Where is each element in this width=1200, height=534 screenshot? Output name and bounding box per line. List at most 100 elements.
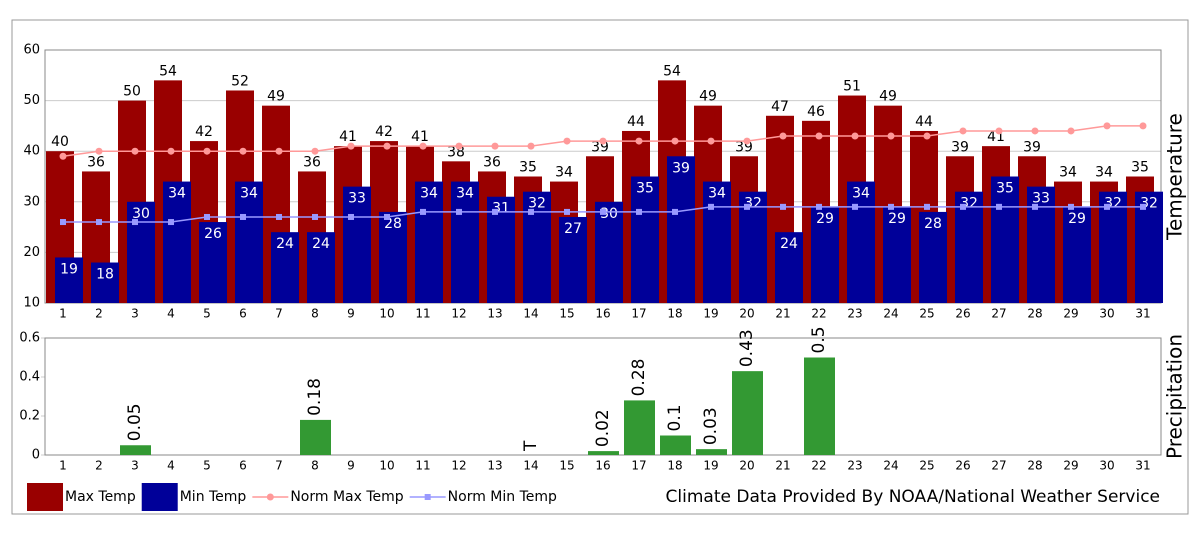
bar	[919, 211, 947, 303]
bar	[343, 186, 371, 303]
marker	[780, 203, 786, 210]
data-label: 26	[204, 226, 222, 242]
bar	[732, 371, 763, 455]
marker	[708, 203, 714, 210]
data-label: 34	[708, 186, 726, 202]
x-tick-label: 10	[379, 307, 394, 321]
data-label: 49	[267, 89, 285, 105]
marker	[959, 127, 967, 135]
x-tick-label: 10	[379, 459, 394, 473]
bar	[667, 156, 695, 303]
data-label: 24	[780, 236, 798, 252]
marker	[239, 147, 247, 155]
legend-label: Max Temp	[65, 489, 136, 505]
data-label: 40	[51, 134, 69, 150]
data-label: 35	[996, 181, 1014, 197]
x-tick-label: 1	[59, 307, 67, 321]
x-tick-label: 25	[919, 459, 934, 473]
marker	[131, 147, 139, 155]
x-tick-label: 6	[239, 459, 247, 473]
marker	[383, 142, 391, 150]
marker	[203, 147, 211, 155]
x-tick-label: 24	[883, 307, 898, 321]
x-tick-label: 13	[487, 459, 502, 473]
x-tick-label: 11	[415, 459, 430, 473]
data-label: 19	[60, 261, 78, 277]
x-tick-label: 12	[451, 459, 466, 473]
x-tick-label: 1	[59, 459, 67, 473]
data-label: 42	[375, 124, 393, 140]
bar	[235, 181, 263, 303]
x-tick-label: 28	[1027, 459, 1042, 473]
marker	[564, 208, 570, 215]
data-label: 34	[420, 186, 438, 202]
y-tick-label: 60	[23, 43, 40, 58]
data-label: 49	[879, 89, 897, 105]
marker	[671, 137, 679, 145]
x-tick-label: 21	[775, 459, 790, 473]
x-tick-label: 3	[131, 459, 139, 473]
marker	[1104, 203, 1110, 210]
data-label: 30	[132, 206, 150, 222]
y-tick-label: 0.2	[19, 409, 40, 424]
bar	[487, 196, 515, 303]
data-label: 39	[951, 139, 969, 155]
marker	[815, 132, 823, 140]
marker	[924, 203, 930, 210]
y-tick-label: 0	[32, 448, 40, 463]
bar	[660, 435, 691, 455]
y-tick-label: 30	[23, 194, 40, 209]
bar	[127, 201, 155, 303]
marker	[384, 213, 390, 220]
data-label: 34	[240, 186, 258, 202]
data-label: 27	[564, 221, 582, 237]
marker	[492, 208, 498, 215]
bar	[1099, 191, 1127, 303]
marker	[1031, 127, 1039, 135]
marker	[204, 213, 210, 220]
bar	[696, 449, 727, 455]
data-label: 35	[1131, 160, 1149, 176]
bar	[1135, 191, 1163, 303]
marker	[816, 203, 822, 210]
data-label: 54	[159, 63, 177, 79]
y-tick-label: 50	[23, 93, 40, 108]
x-tick-label: 30	[1099, 307, 1114, 321]
data-label: 52	[231, 73, 249, 89]
marker	[779, 132, 787, 140]
data-label: 36	[303, 154, 321, 170]
bar	[811, 206, 839, 303]
data-label: 34	[852, 186, 870, 202]
x-tick-label: 27	[991, 307, 1006, 321]
marker	[276, 213, 282, 220]
marker	[923, 132, 931, 140]
marker	[1139, 122, 1147, 130]
data-label: 0.05	[125, 403, 145, 441]
bar	[120, 445, 151, 455]
bar	[703, 181, 731, 303]
y-tick-label: 10	[23, 296, 40, 311]
outer-border	[11, 19, 1189, 515]
x-tick-label: 19	[703, 459, 718, 473]
marker	[672, 208, 678, 215]
y-axis-label: Precipitation	[1163, 334, 1187, 459]
data-label: 28	[924, 216, 942, 232]
x-tick-label: 4	[167, 459, 175, 473]
x-tick-label: 15	[559, 459, 574, 473]
x-tick-label: 6	[239, 307, 247, 321]
data-label: 35	[519, 160, 537, 176]
bar	[775, 232, 803, 303]
data-label: 34	[168, 186, 186, 202]
data-label: 44	[915, 114, 933, 130]
marker	[168, 219, 174, 226]
marker	[60, 219, 66, 226]
data-label: 33	[348, 191, 366, 207]
marker	[95, 147, 103, 155]
x-tick-label: 9	[347, 307, 355, 321]
x-tick-label: 23	[847, 307, 862, 321]
data-label: 46	[807, 104, 825, 120]
legend-marker	[266, 493, 274, 501]
x-tick-label: 5	[203, 459, 211, 473]
marker	[527, 142, 535, 150]
x-tick-label: 3	[131, 307, 139, 321]
